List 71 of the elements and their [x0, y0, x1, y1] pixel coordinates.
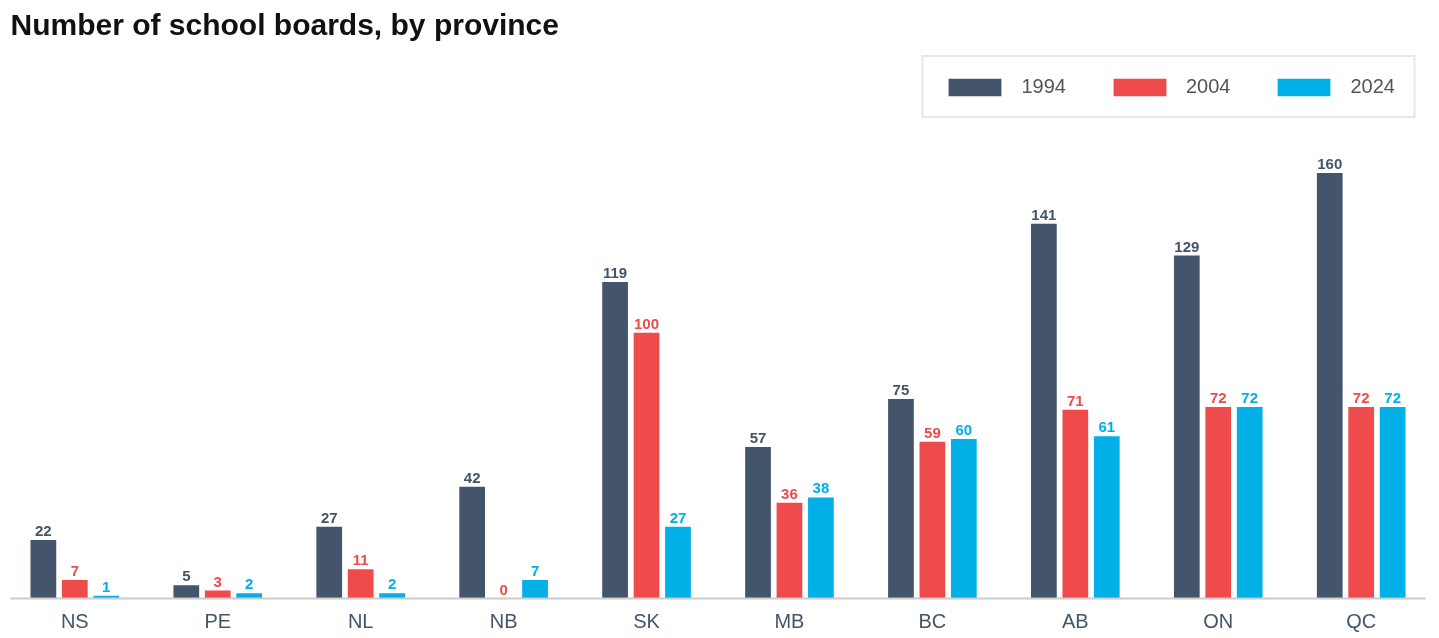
data-label: 0	[499, 580, 508, 598]
bar	[1316, 173, 1343, 599]
data-label: 72	[1241, 389, 1259, 407]
x-tick-label: ON	[1203, 609, 1234, 632]
data-label: 2	[387, 575, 397, 593]
bar	[888, 399, 914, 599]
chart-title: Number of school boards, by province	[10, 7, 559, 41]
x-tick-label: NL	[347, 609, 374, 632]
bar	[1205, 407, 1232, 599]
bar	[776, 502, 803, 599]
bar	[745, 446, 771, 599]
bar	[1348, 407, 1375, 599]
data-label: 3	[213, 572, 222, 590]
bar	[1173, 255, 1200, 599]
data-label: 38	[812, 479, 830, 497]
x-tick-label: SK	[633, 609, 661, 632]
x-tick-label: MB	[774, 609, 805, 632]
data-label: 129	[1174, 237, 1200, 255]
data-label: 141	[1031, 205, 1057, 223]
data-label: 22	[35, 522, 52, 540]
data-label: 72	[1352, 389, 1370, 407]
x-tick-label: NB	[489, 609, 518, 632]
data-label: 75	[892, 381, 910, 399]
bar	[919, 441, 946, 599]
bar	[633, 332, 660, 599]
data-label: 61	[1098, 418, 1116, 436]
legend-label: 2004	[1186, 75, 1231, 98]
bar	[602, 282, 628, 599]
data-label: 27	[669, 508, 687, 526]
legend-label: 2024	[1350, 75, 1395, 98]
bar	[316, 526, 343, 599]
bar	[1379, 407, 1406, 599]
data-label: 119	[602, 264, 628, 282]
x-tick-label: PE	[204, 609, 232, 632]
bar	[522, 579, 548, 599]
data-label: 27	[320, 508, 338, 526]
x-tick-label: BC	[918, 609, 947, 632]
legend-label: 1994	[1021, 75, 1066, 98]
bar	[1031, 223, 1057, 599]
bar	[379, 593, 405, 599]
data-label: 1	[102, 577, 111, 595]
bar	[173, 585, 200, 599]
data-label: 57	[749, 428, 767, 446]
bar	[1093, 436, 1120, 599]
data-label: 11	[352, 551, 369, 569]
data-label: 60	[955, 420, 973, 438]
bar	[950, 438, 977, 599]
bar	[1062, 409, 1089, 599]
data-label: 100	[634, 314, 660, 332]
data-label: 72	[1209, 389, 1227, 407]
x-tick-label: NS	[60, 609, 89, 632]
x-tick-label: QC	[1346, 609, 1377, 632]
bar	[347, 569, 374, 599]
data-label: 7	[530, 561, 540, 579]
data-label: 72	[1384, 389, 1401, 407]
bar	[459, 486, 486, 599]
bar	[808, 497, 834, 599]
bar	[665, 526, 691, 599]
bar	[236, 593, 263, 599]
bar	[30, 540, 57, 599]
bar	[1236, 407, 1263, 599]
data-label: 160	[1317, 155, 1343, 173]
data-label: 7	[70, 561, 79, 579]
data-label: 59	[924, 423, 941, 441]
data-label: 71	[1066, 391, 1084, 409]
data-label: 42	[463, 468, 481, 486]
data-label: 36	[781, 484, 798, 502]
data-label: 5	[182, 567, 191, 585]
bar	[61, 579, 88, 599]
x-tick-label: AB	[1061, 609, 1089, 632]
data-label: 2	[245, 575, 254, 593]
